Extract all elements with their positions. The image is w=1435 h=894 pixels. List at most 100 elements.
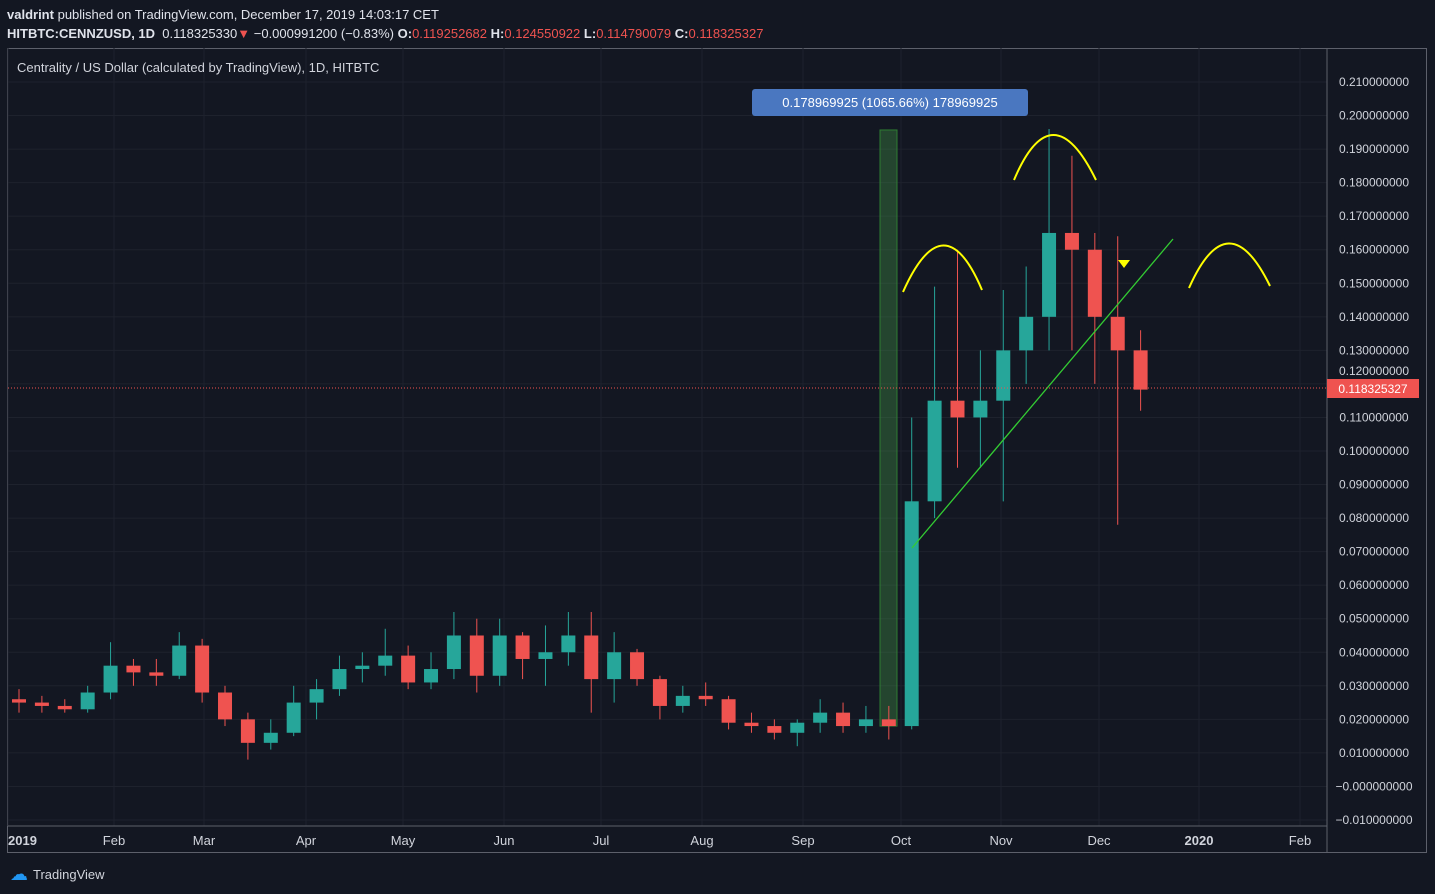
price-tick-label: 0.180000000 [1339, 176, 1409, 190]
price-tick-label: 0.170000000 [1339, 209, 1409, 223]
chart-title: Centrality / US Dollar (calculated by Tr… [17, 60, 379, 75]
candle [561, 612, 576, 666]
head-arc[interactable] [1013, 134, 1097, 181]
last-price: 0.118325330 [162, 26, 238, 41]
candle [149, 658, 164, 686]
candle [607, 632, 622, 703]
candle-body [240, 719, 255, 743]
candle-body [744, 722, 759, 727]
price-tick-label: 0.160000000 [1339, 243, 1409, 257]
candle-body [996, 350, 1011, 401]
candle-body [57, 705, 72, 710]
candle [57, 699, 72, 713]
candle-body [1087, 249, 1102, 317]
time-tick-label: Nov [989, 833, 1013, 848]
price-tick-label: −0.010000000 [1335, 813, 1412, 827]
candle [698, 682, 713, 706]
breakdown-arrow-icon[interactable] [1118, 260, 1130, 268]
price-tick-label: 0.150000000 [1339, 276, 1409, 290]
candle [492, 618, 507, 686]
candle-body [103, 665, 118, 693]
left-shoulder-arc[interactable] [902, 244, 983, 293]
price-tick-label: 0.020000000 [1339, 712, 1409, 726]
close-value: 0.118325327 [688, 26, 764, 41]
candle-body [492, 635, 507, 676]
candle-body [675, 695, 690, 706]
time-tick-label: Feb [1289, 833, 1311, 848]
candle-body [790, 722, 805, 733]
candle [950, 249, 965, 468]
price-tick-label: 0.050000000 [1339, 612, 1409, 626]
candle-body [149, 672, 164, 676]
candle [355, 652, 370, 683]
author: valdrint [7, 7, 54, 22]
time-tick-label: Sep [791, 833, 814, 848]
candle [813, 699, 828, 733]
candle-body [515, 635, 530, 659]
candle-body [263, 732, 278, 743]
candle-body [309, 689, 324, 703]
measure-label: 0.178969925 (1065.66%) 178969925 [782, 95, 997, 110]
time-tick-label: May [391, 833, 416, 848]
close-label: C: [674, 26, 689, 41]
candle-body [401, 655, 416, 683]
price-tick-label: 0.060000000 [1339, 578, 1409, 592]
candle [286, 685, 301, 737]
candle [1042, 128, 1057, 351]
price-tick-label: 0.130000000 [1339, 343, 1409, 357]
candle [1110, 236, 1125, 525]
time-tick-label: Mar [193, 833, 216, 848]
candle [1133, 330, 1148, 411]
price-tick-label: 0.110000000 [1339, 410, 1409, 424]
candle-body [767, 726, 782, 733]
measure-range-box[interactable] [879, 129, 898, 727]
candle [996, 289, 1011, 502]
candle-body [538, 652, 553, 659]
candle-body [1064, 232, 1079, 250]
high-label: H: [490, 26, 505, 41]
price-tick-label: 0.120000000 [1339, 364, 1409, 378]
down-arrow-icon: ▼ [237, 26, 251, 41]
price-axis: 0.210000000 0.200000000 0.190000000 0.18000… [1335, 75, 1412, 827]
price-tick-label: 0.030000000 [1339, 679, 1409, 693]
candle [1019, 266, 1034, 384]
right-shoulder-arc[interactable] [1188, 242, 1271, 289]
candle-body [172, 645, 187, 676]
candle-body [126, 665, 141, 673]
price-tick-label: 0.090000000 [1339, 478, 1409, 492]
low-value: 0.114790079 [596, 26, 672, 41]
candle [80, 685, 95, 713]
candle [790, 719, 805, 747]
candle-body [607, 652, 622, 680]
candle-body [904, 501, 919, 727]
candle [630, 648, 645, 686]
time-tick-label: Oct [891, 833, 912, 848]
time-tick-label: Apr [296, 833, 317, 848]
high-value: 0.124550922 [504, 26, 581, 41]
candle [973, 350, 988, 468]
candle-body [630, 652, 645, 680]
candle [721, 695, 736, 730]
price-tick-label: 0.070000000 [1339, 545, 1409, 559]
candle-body [12, 699, 26, 703]
candle-body [355, 665, 370, 670]
neckline-trendline[interactable] [911, 238, 1174, 549]
last-price-badge [1327, 379, 1419, 398]
candle [172, 632, 187, 680]
candle-body [973, 400, 988, 418]
tradingview-logo[interactable]: ☁ TradingView [10, 864, 105, 885]
candle [424, 652, 439, 690]
candle-body [469, 635, 484, 676]
candle [881, 705, 896, 740]
candle [927, 286, 942, 519]
low-label: L: [583, 26, 597, 41]
candle-body [218, 692, 233, 720]
candle-body [446, 635, 461, 670]
candle [584, 612, 599, 713]
time-tick-label: Jul [593, 833, 610, 848]
candle-body [424, 669, 439, 683]
time-axis: 2019 Feb Mar Apr May Jun Jul Aug Sep Oct Nov Dec 202… [8, 833, 1311, 848]
time-tick-label: Feb [103, 833, 125, 848]
candle [240, 712, 255, 760]
